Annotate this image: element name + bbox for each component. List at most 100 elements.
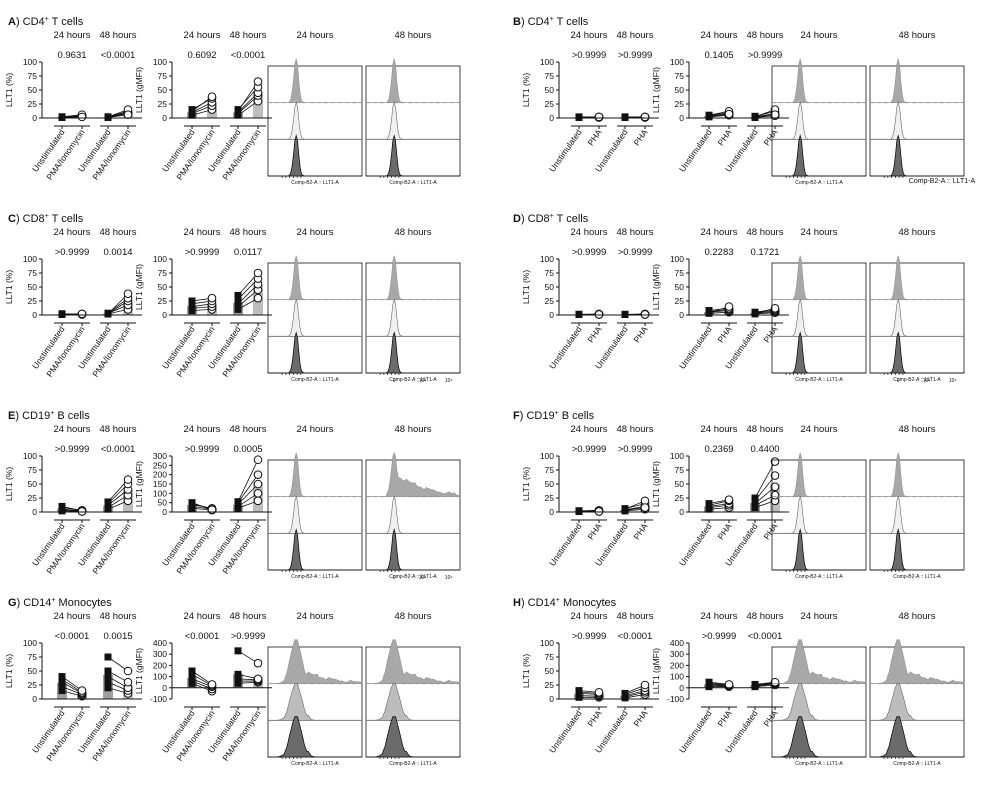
gmfi-plot-y-tick-label: 100 [153, 254, 167, 264]
histogram-unstimulated [772, 528, 866, 571]
pct-plot-y-tick-label: 25 [28, 680, 38, 690]
gmfi-plot-y-tick-label: 75 [675, 465, 685, 475]
gmfi-plot-y-label: LLT1 (gMFI) [134, 264, 144, 310]
panel-G: G) CD14+ Monocytes 0 25 50 75 100 LLT1 (%) 24 h… [4, 597, 461, 767]
x-label-unstimulated: Unstimulated [547, 708, 584, 755]
histogram-time-label: 48 hours [395, 227, 432, 238]
panel-title: B) CD4+ T cells [513, 16, 589, 28]
histogram-unstimulated [366, 134, 460, 177]
gmfi-plot-y-tick-label: 50 [675, 282, 685, 292]
pct-plot-y-tick-label: 100 [23, 254, 37, 264]
point-stimulated [724, 495, 734, 504]
point-unstimulated [104, 673, 112, 681]
panel-E: E) CD19+ B cells 0 25 50 75 100 LLT1 (%) 24 hou… [4, 410, 461, 581]
gmfi-plot-y-tick-label: 50 [158, 282, 168, 292]
gmfi-plot-y-tick-label: 400 [670, 638, 684, 648]
p-value: 0.0005 [233, 444, 262, 455]
pct-plot-y-tick-label: 100 [540, 638, 554, 648]
gmfi-plot-y-label: LLT1 (gMFI) [651, 461, 661, 507]
point-stimulated [207, 92, 217, 102]
time-label: 48 hours [747, 611, 784, 622]
histogram-time-label: 24 hours [297, 30, 334, 41]
time-label: 48 hours [230, 227, 267, 238]
point-stimulated [640, 310, 650, 319]
point-unstimulated [705, 500, 713, 508]
histogram-tick-label: 10⁴ [949, 378, 957, 384]
gmfi-plot-y-tick-label: 0 [162, 507, 167, 517]
time-label: 24 hours [54, 30, 91, 41]
histogram-axis-label-large: Comp-B2-A :: LLT1-A [909, 178, 976, 185]
gmfi-plot-y-tick-label: 75 [158, 71, 168, 81]
point-unstimulated [104, 498, 112, 506]
time-label: 24 hours [184, 227, 221, 238]
p-value: 0.0015 [103, 631, 132, 642]
panel-title: F) CD19+ B cells [513, 410, 595, 422]
histogram-time-label: 48 hours [395, 424, 432, 435]
gmfi-plot-y-tick-label: 100 [670, 254, 684, 264]
p-value: 0.0117 [234, 247, 262, 258]
pct-plot-y-tick-label: 50 [545, 479, 555, 489]
histogram-control [870, 683, 964, 721]
time-label: 48 hours [617, 424, 654, 435]
point-stimulated [123, 475, 133, 484]
p-value: >0.9999 [618, 444, 653, 455]
point-unstimulated [188, 107, 196, 115]
point-unstimulated [234, 675, 242, 683]
panel-title: G) CD14+ Monocytes [8, 597, 112, 609]
histogram-unstimulated [870, 716, 964, 758]
point-stimulated [594, 687, 604, 697]
x-label-stimulated: PHA [761, 708, 779, 728]
gmfi-plot-y-label: LLT1 (gMFI) [651, 67, 661, 113]
pct-plot-y-tick-label: 75 [28, 652, 38, 662]
histogram-frame [365, 262, 461, 374]
pct-plot-y-tick-label: 25 [545, 296, 555, 306]
time-label: 48 hours [747, 424, 784, 435]
gmfi-plot-y-tick-label: 25 [158, 296, 168, 306]
time-label: 48 hours [747, 30, 784, 41]
gmfi-plot-y-tick-label: 200 [670, 660, 684, 670]
histogram-tick-label: 0 [393, 378, 396, 384]
histogram-time-label: 24 hours [297, 611, 334, 622]
pct-plot-y-tick-label: 25 [28, 99, 38, 109]
histogram-time-label: 24 hours [297, 227, 334, 238]
histogram-unstimulated [772, 331, 866, 374]
histogram-control [772, 101, 866, 140]
histogram-time-label: 24 hours [801, 30, 838, 41]
time-label: 24 hours [571, 30, 608, 41]
time-label: 48 hours [100, 227, 137, 238]
p-value: >0.9999 [572, 444, 607, 455]
x-label-stimulated: PHA [631, 324, 649, 344]
pct-plot-y-tick-label: 0 [32, 113, 37, 123]
histogram-axis-label: Comp-B2-A :: LLT1-A [795, 761, 843, 767]
point-stimulated [770, 471, 780, 480]
p-value: <0.0001 [231, 50, 266, 61]
x-label-stimulated: PHA [585, 708, 603, 728]
point-unstimulated [705, 112, 713, 120]
histogram-control [366, 298, 460, 337]
gmfi-plot-y-tick-label: 25 [675, 296, 685, 306]
p-value: >0.9999 [55, 444, 90, 455]
p-value: <0.0001 [185, 631, 220, 642]
x-label-unstimulated: Unstimulated [677, 521, 714, 568]
pct-plot-y-tick-label: 0 [32, 310, 37, 320]
histogram-frame [267, 459, 363, 571]
point-unstimulated [705, 678, 713, 686]
pct-plot-y-tick-label: 100 [540, 57, 554, 67]
point-unstimulated [621, 113, 629, 121]
panel-H: H) CD14+ Monocytes 0 25 50 75 100 LLT1 (%) 24 h… [513, 597, 965, 767]
time-label: 48 hours [230, 424, 267, 435]
gmfi-plot-y-tick-label: 200 [153, 470, 167, 480]
pct-plot-y-tick-label: 0 [32, 507, 37, 517]
histogram-control [772, 298, 866, 337]
point-stimulated [253, 470, 263, 479]
histogram-frame [771, 262, 867, 374]
time-label: 48 hours [617, 227, 654, 238]
p-value: >0.9999 [572, 50, 607, 61]
histogram-frame [365, 459, 461, 571]
gmfi-plot-y-tick-label: 300 [670, 649, 684, 659]
histogram-frame [267, 262, 363, 374]
histogram-axis-label: Comp-B2-A :: LLT1-A [291, 180, 339, 186]
point-unstimulated [234, 291, 242, 299]
pct-plot-y-tick-label: 0 [549, 507, 554, 517]
gmfi-plot-y-tick-label: 0 [679, 683, 684, 693]
